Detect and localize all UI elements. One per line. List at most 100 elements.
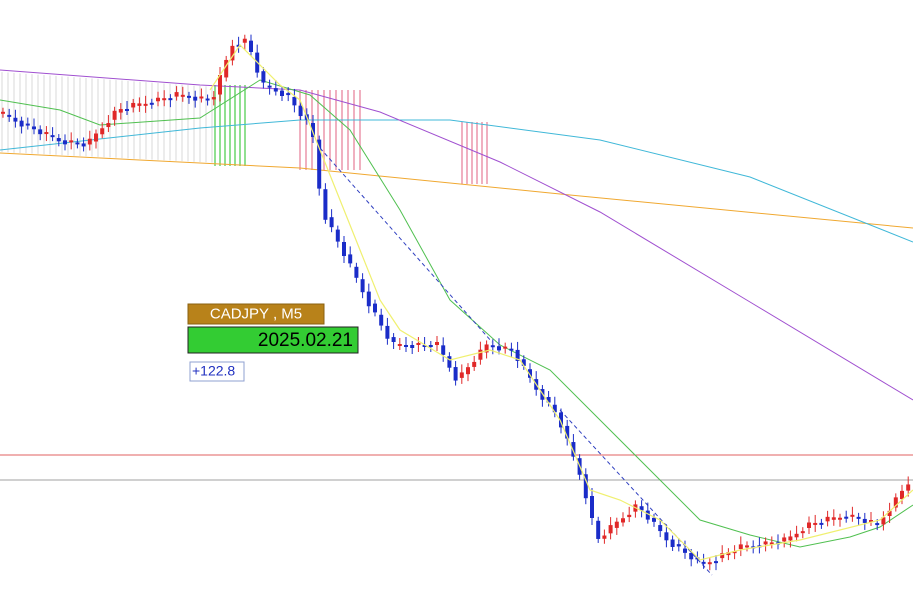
candle-body: [199, 96, 204, 99]
candle-body: [856, 516, 861, 519]
ma-fast: [209, 44, 913, 561]
candles: [1, 34, 911, 571]
candle-body: [676, 544, 681, 547]
candle-body: [893, 497, 898, 508]
candle-body: [354, 266, 359, 278]
candle-body: [800, 531, 805, 534]
hatch-layer: [1, 72, 488, 184]
candle-body: [118, 109, 123, 113]
candle-body: [373, 303, 377, 313]
ma-slow: [0, 152, 913, 229]
candle-body: [69, 140, 74, 143]
candle-body: [645, 510, 650, 520]
candle-body: [360, 279, 365, 293]
candle-body: [503, 346, 508, 349]
candle-body: [844, 516, 849, 519]
candle-body: [50, 135, 55, 138]
candle-body: [484, 344, 489, 353]
annotation-box: [189, 361, 245, 382]
candle-body: [869, 520, 873, 522]
candle-body: [497, 346, 501, 351]
candle-body: [379, 314, 384, 326]
candle-body: [701, 561, 706, 564]
candle-body: [205, 98, 210, 101]
candle-body: [745, 545, 749, 548]
candle-body: [583, 474, 588, 499]
candle-body: [44, 132, 49, 135]
candle-body: [906, 484, 911, 491]
candle-body: [1, 111, 5, 114]
candle-body: [397, 344, 402, 346]
candle-body: [56, 138, 61, 142]
candle-body: [7, 114, 12, 117]
date-label-box: [187, 326, 359, 354]
candle-body: [292, 96, 297, 106]
candle-body: [831, 517, 836, 520]
candle-body: [242, 38, 247, 43]
candle-body: [94, 133, 98, 142]
candle-body: [410, 345, 415, 348]
candle-body: [211, 97, 216, 100]
candle-body: [416, 343, 421, 345]
candle-body: [174, 92, 179, 97]
candle-body: [658, 525, 663, 532]
candle-body: [472, 361, 477, 367]
candle-body: [112, 110, 117, 120]
candle-body: [335, 229, 340, 242]
candle-body: [614, 521, 619, 528]
candle-body: [317, 139, 322, 189]
candle-body: [187, 95, 191, 98]
candle-body: [385, 325, 390, 339]
candle-body: [323, 189, 328, 220]
candle-body: [490, 345, 495, 348]
candle-body: [881, 517, 886, 525]
candle-body: [441, 345, 446, 355]
candle-body: [608, 525, 613, 534]
candle-body: [404, 345, 408, 347]
candle-body: [63, 140, 67, 145]
candle-body: [819, 522, 824, 525]
candle-body: [664, 532, 669, 541]
candle-body: [329, 217, 334, 228]
symbol-label: CADJPY , M5: [210, 305, 302, 322]
candle-body: [862, 518, 867, 523]
candle-body: [435, 342, 439, 345]
candle-body: [639, 506, 644, 511]
annotation: +122.8: [192, 363, 235, 379]
candle-body: [162, 98, 167, 101]
candle-body: [627, 514, 632, 518]
candle-body: [224, 59, 229, 78]
candle-body: [689, 553, 694, 560]
candle-body: [273, 88, 278, 92]
candle-body: [726, 552, 731, 556]
candle-body: [280, 90, 284, 96]
candle-body: [509, 348, 514, 351]
candle-body: [528, 369, 532, 378]
candle-body: [230, 45, 235, 61]
candle-body: [106, 123, 111, 128]
candle-body: [125, 109, 129, 111]
candle-body: [428, 345, 433, 347]
candle-body: [850, 514, 855, 517]
candle-body: [571, 442, 576, 457]
candle-body: [348, 254, 353, 264]
candle-body: [683, 548, 687, 553]
candle-body: [87, 138, 92, 145]
trend-line: [319, 147, 493, 343]
candle-body: [670, 539, 675, 547]
ma-green: [0, 79, 913, 548]
candle-body: [714, 561, 718, 564]
candle-body: [478, 349, 483, 360]
candle-body: [391, 337, 396, 342]
candle-body: [707, 562, 712, 565]
candle-body: [193, 96, 198, 101]
candle-body: [596, 520, 601, 539]
candle-body: [825, 516, 830, 522]
candle-body: [422, 345, 427, 347]
trend-line: [559, 409, 713, 576]
candle-body: [13, 117, 18, 122]
candle-body: [769, 542, 774, 545]
candle-body: [236, 44, 241, 47]
